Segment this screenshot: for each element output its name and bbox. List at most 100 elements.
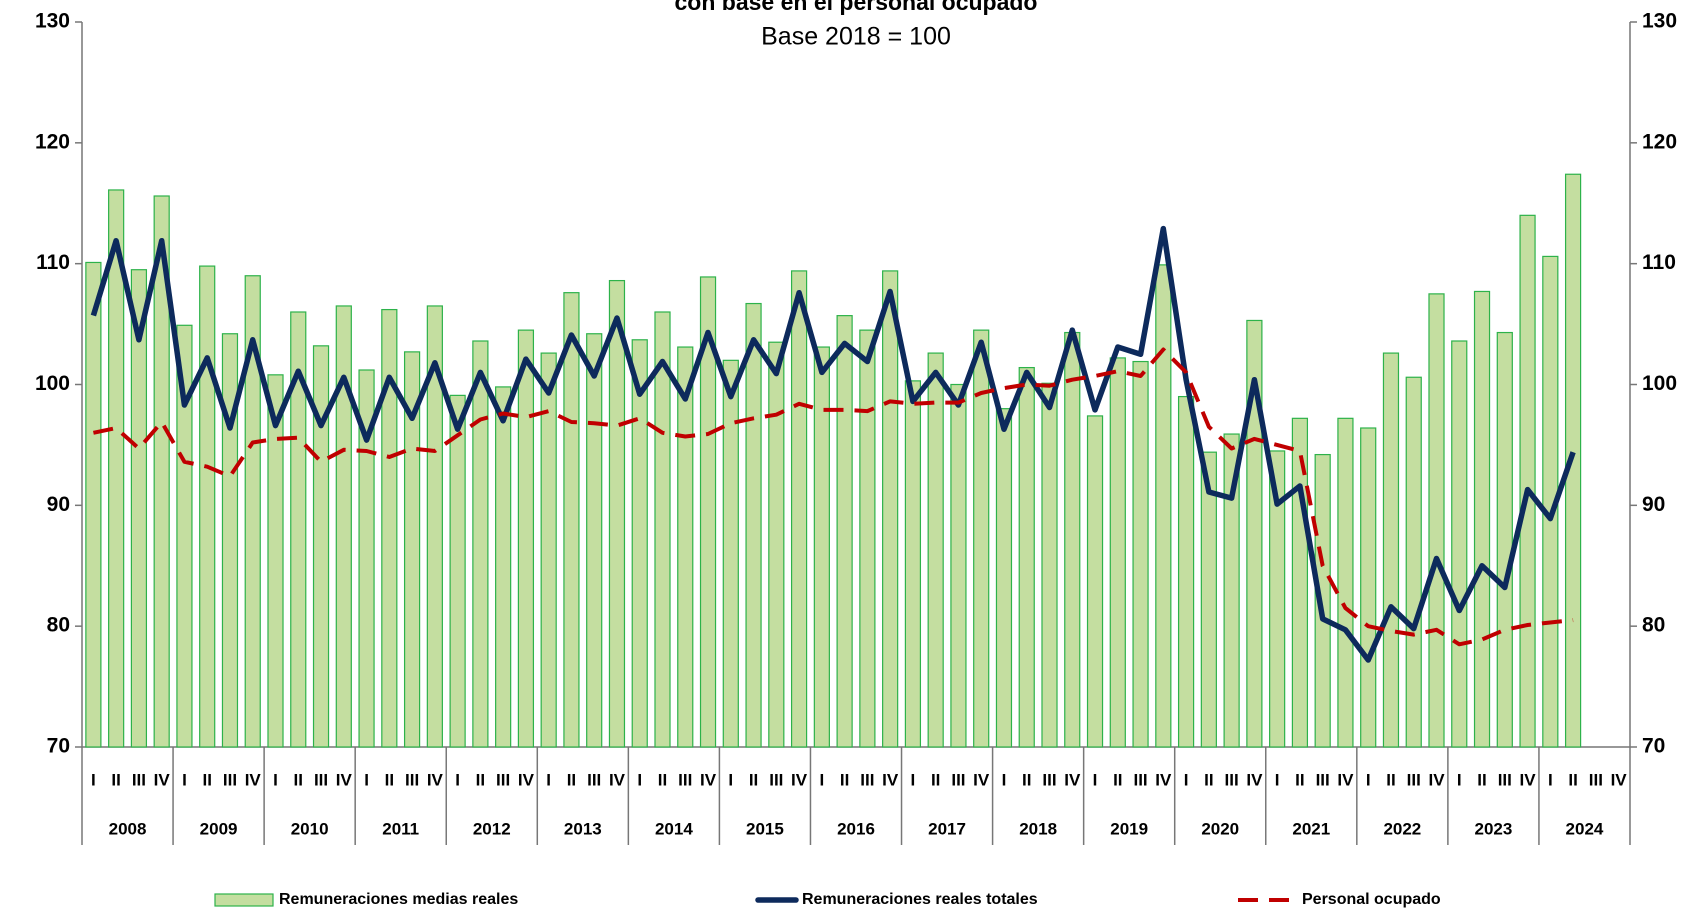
year-label: 2024 — [1566, 819, 1604, 838]
x-tick-label: IV — [336, 770, 353, 789]
bar — [859, 329, 876, 748]
y-tick-label: 100 — [35, 372, 70, 395]
bar — [1451, 340, 1468, 748]
x-tick-label: III — [1316, 770, 1330, 789]
bar — [130, 269, 148, 748]
year-label: 2021 — [1292, 819, 1330, 838]
bar — [927, 352, 944, 748]
x-tick-label: III — [405, 770, 419, 789]
x-tick-label: I — [91, 770, 96, 789]
x-tick-label: II — [658, 770, 667, 789]
x-tick-label: III — [223, 770, 237, 789]
x-tick-label: II — [202, 770, 211, 789]
y2-tick-label: 70 — [1642, 735, 1665, 758]
x-tick-label: I — [1457, 770, 1462, 789]
year-label: 2023 — [1474, 819, 1512, 838]
bar — [995, 408, 1013, 748]
x-tick-label: II — [1113, 770, 1122, 789]
x-tick-label: IV — [1155, 770, 1172, 789]
bar — [654, 311, 671, 748]
bar — [631, 339, 648, 748]
x-tick-label: II — [1386, 770, 1395, 789]
x-tick-label: II — [111, 770, 120, 789]
year-label: 2019 — [1110, 819, 1148, 838]
bar — [1337, 417, 1354, 748]
bar — [495, 386, 512, 748]
x-tick-label: II — [1295, 770, 1304, 789]
bar — [1064, 331, 1081, 748]
bar — [1382, 352, 1400, 748]
legend-swatch — [214, 893, 274, 907]
legend-label: Personal ocupado — [1302, 891, 1441, 908]
year-label: 2014 — [655, 819, 693, 838]
x-tick-label: IV — [1064, 770, 1081, 789]
bar — [517, 329, 535, 748]
bar — [449, 394, 466, 748]
x-tick-label: III — [678, 770, 692, 789]
bar — [176, 324, 193, 748]
year-label: 2017 — [928, 819, 966, 838]
year-label: 2020 — [1201, 819, 1239, 838]
legend-label: Remuneraciones medias reales — [279, 891, 518, 908]
y2-tick-label: 130 — [1642, 10, 1677, 33]
x-tick-label: I — [911, 770, 916, 789]
x-tick-label: III — [1498, 770, 1512, 789]
x-tick-label: I — [819, 770, 824, 789]
x-tick-label: II — [1022, 770, 1031, 789]
x-tick-label: II — [1568, 770, 1577, 789]
y-tick-label: 110 — [36, 251, 70, 274]
bar — [813, 346, 830, 748]
bar — [563, 292, 580, 748]
bar — [1200, 451, 1217, 748]
x-tick-label: IV — [882, 770, 899, 789]
bar — [335, 305, 352, 748]
line — [90, 225, 1576, 663]
x-tick-label: II — [385, 770, 394, 789]
bar — [882, 270, 899, 748]
bar — [381, 308, 398, 748]
x-tick-label: II — [567, 770, 576, 789]
x-tick-label: I — [1275, 770, 1280, 789]
y-tick-label: 90 — [47, 493, 70, 516]
year-label: 2012 — [473, 819, 511, 838]
year-label: 2008 — [109, 819, 147, 838]
x-tick-label: IV — [245, 770, 262, 789]
bar — [1473, 290, 1491, 748]
bar — [108, 189, 125, 748]
x-tick-label: III — [951, 770, 965, 789]
y2-tick-label: 120 — [1642, 130, 1677, 153]
year-label: 2013 — [564, 819, 602, 838]
chart-subtitle: Base 2018 = 100 — [761, 23, 951, 51]
bar — [1496, 331, 1513, 748]
y-tick-label: 70 — [47, 735, 70, 758]
bar — [1269, 450, 1286, 748]
legend-label: Remuneraciones reales totales — [802, 891, 1038, 908]
bar — [1086, 415, 1104, 748]
x-tick-label: I — [637, 770, 642, 789]
x-tick-label: II — [931, 770, 940, 789]
year-label: 2016 — [837, 819, 875, 838]
bar — [244, 275, 261, 748]
year-label: 2009 — [200, 819, 238, 838]
x-tick-label: II — [1477, 770, 1486, 789]
y-tick-label: 130 — [35, 10, 70, 33]
bar — [722, 359, 739, 748]
x-tick-label: II — [294, 770, 303, 789]
x-tick-label: IV — [1246, 770, 1263, 789]
y2-tick-label: 90 — [1642, 493, 1665, 516]
bar — [1177, 395, 1195, 748]
x-tick-label: IV — [518, 770, 535, 789]
x-tick-label: III — [1225, 770, 1239, 789]
x-tick-label: I — [273, 770, 278, 789]
y2-tick-label: 100 — [1642, 372, 1677, 395]
bar — [85, 261, 102, 748]
bar — [836, 315, 853, 748]
bar — [790, 270, 808, 748]
x-tick-label: I — [1548, 770, 1553, 789]
year-label: 2011 — [382, 819, 419, 838]
y-tick-label: 120 — [35, 130, 70, 153]
x-tick-label: II — [749, 770, 758, 789]
bar — [745, 302, 762, 748]
bar — [1519, 214, 1536, 748]
year-label: 2018 — [1019, 819, 1057, 838]
